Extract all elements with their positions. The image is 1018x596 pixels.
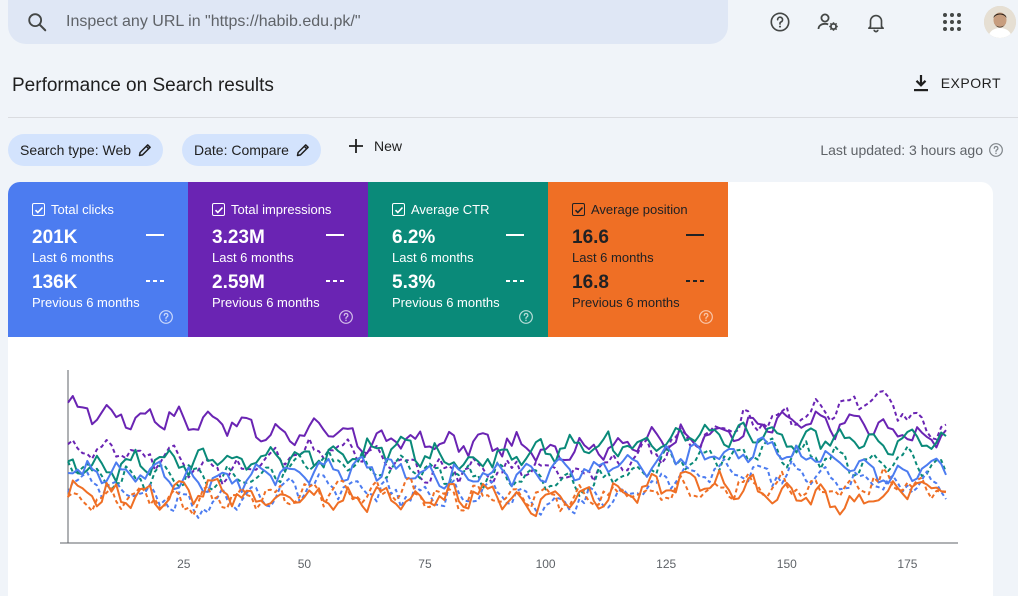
metric-previous-period: Previous 6 months (32, 295, 140, 310)
series-layer (67, 390, 947, 519)
last-updated: Last updated: 3 hours ago (820, 142, 1004, 158)
search-type-chip[interactable]: Search type: Web (8, 134, 164, 166)
metric-previous-period: Previous 6 months (572, 295, 680, 310)
metric-current-period: Last 6 months (212, 250, 294, 265)
metric-current-value: 6.2% (392, 227, 436, 248)
page-title: Performance on Search results (12, 75, 274, 96)
export-button[interactable]: EXPORT (913, 74, 1001, 92)
x-tick-label: 50 (298, 557, 312, 571)
x-tick-label: 125 (656, 557, 676, 571)
metric-label: Total clicks (51, 202, 114, 217)
help-icon[interactable] (338, 309, 354, 325)
x-tick-label: 150 (777, 557, 797, 571)
series-line (67, 467, 947, 517)
help-icon[interactable] (518, 309, 534, 325)
dashed-line-legend (686, 280, 704, 282)
help-icon[interactable] (158, 309, 174, 325)
solid-line-legend (146, 234, 164, 236)
help-icon[interactable] (766, 8, 794, 36)
edit-icon (296, 144, 309, 157)
metric-current-value: 201K (32, 227, 78, 248)
search-bar[interactable] (8, 0, 728, 44)
date-label: Date: Compare (194, 142, 289, 158)
metric-current-period: Last 6 months (392, 250, 474, 265)
search-type-label: Search type: Web (20, 142, 132, 158)
help-icon[interactable] (698, 309, 714, 325)
solid-line-legend (686, 234, 704, 236)
solid-line-legend (326, 234, 344, 236)
metric-previous-value: 5.3% (392, 272, 436, 293)
metric-current-value: 3.23M (212, 227, 265, 248)
search-icon (28, 13, 47, 32)
dashed-line-legend (326, 280, 344, 282)
last-updated-text: Last updated: 3 hours ago (820, 142, 983, 158)
metric-label: Average position (591, 202, 688, 217)
url-inspect-input[interactable] (66, 13, 666, 31)
x-tick-label: 75 (418, 557, 432, 571)
download-icon (913, 75, 928, 92)
avatar[interactable] (984, 6, 1016, 38)
admin-icon[interactable] (814, 8, 842, 36)
checkbox-icon[interactable] (32, 203, 45, 216)
new-label: New (374, 138, 403, 154)
metric-label: Total impressions (231, 202, 332, 217)
x-tick-labels: 25 50 75 100 125 150 175 (177, 557, 918, 571)
metric-label: Average CTR (411, 202, 490, 217)
performance-chart[interactable]: 25 50 75 100 125 150 175 (8, 337, 993, 596)
metric-current-period: Last 6 months (32, 250, 114, 265)
top-toolbar (766, 6, 1018, 38)
metric-previous-period: Previous 6 months (212, 295, 320, 310)
export-label: EXPORT (940, 75, 1001, 91)
edit-icon (138, 144, 151, 157)
dashed-line-legend (506, 280, 524, 282)
metric-average-position[interactable]: Average position 16.6 Last 6 months 16.8… (548, 182, 728, 337)
metric-current-period: Last 6 months (572, 250, 654, 265)
date-chip[interactable]: Date: Compare (182, 134, 321, 166)
metric-total-clicks[interactable]: Total clicks 201K Last 6 months 136K Pre… (8, 182, 188, 337)
metric-previous-value: 136K (32, 272, 78, 293)
metric-current-value: 16.6 (572, 227, 609, 248)
metric-previous-value: 2.59M (212, 272, 265, 293)
apps-icon[interactable] (938, 8, 966, 36)
metric-previous-value: 16.8 (572, 272, 609, 293)
help-icon[interactable] (988, 142, 1004, 158)
x-tick-label: 25 (177, 557, 191, 571)
series-line (67, 437, 947, 497)
divider (8, 117, 1018, 118)
metric-previous-period: Previous 6 months (392, 295, 500, 310)
new-filter-button[interactable]: New (348, 138, 402, 154)
bell-icon[interactable] (862, 8, 890, 36)
checkbox-icon[interactable] (392, 203, 405, 216)
series-line (67, 469, 947, 518)
performance-card: Total clicks 201K Last 6 months 136K Pre… (8, 182, 993, 596)
series-line (67, 395, 947, 462)
x-tick-label: 100 (536, 557, 556, 571)
checkbox-icon[interactable] (212, 203, 225, 216)
series-line (67, 436, 947, 494)
metric-total-impressions[interactable]: Total impressions 3.23M Last 6 months 2.… (188, 182, 368, 337)
checkbox-icon[interactable] (572, 203, 585, 216)
plus-icon (349, 139, 363, 153)
solid-line-legend (506, 234, 524, 236)
series-line (67, 421, 947, 483)
dashed-line-legend (146, 280, 164, 282)
x-tick-label: 175 (897, 557, 917, 571)
metric-average-ctr[interactable]: Average CTR 6.2% Last 6 months 5.3% Prev… (368, 182, 548, 337)
